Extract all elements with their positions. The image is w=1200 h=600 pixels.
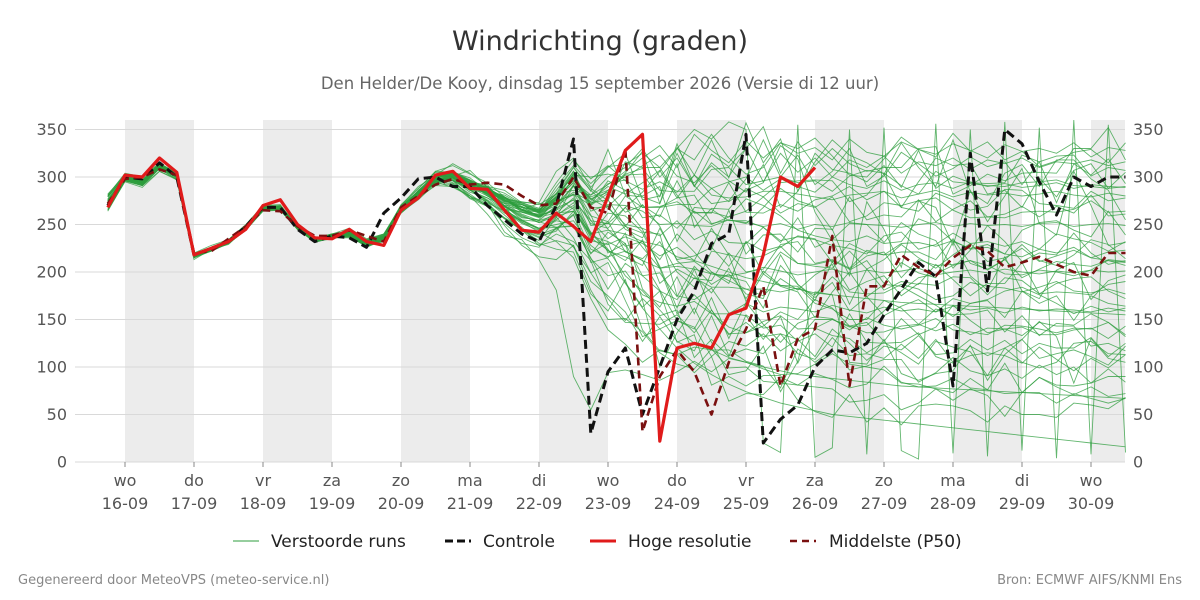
y-tick-right-100: 100 — [1133, 358, 1164, 377]
x-tick-date-8: 24-09 — [654, 494, 701, 513]
y-tick-left-250: 250 — [36, 215, 67, 234]
x-tick-date-4: 20-09 — [378, 494, 425, 513]
x-tick-day-0: wo — [114, 471, 137, 490]
x-tick-date-2: 18-09 — [240, 494, 287, 513]
y-axis-right: 0 50 100 150 200 250 300 350 — [1133, 120, 1164, 472]
x-tick-day-14: wo — [1080, 471, 1103, 490]
y-tick-left-300: 300 — [36, 168, 67, 187]
chart-title: Windrichting (graden) — [452, 26, 748, 57]
legend-label-control: Controle — [483, 532, 555, 552]
legend-label-members: Verstoorde runs — [271, 532, 406, 552]
x-tick-day-5: ma — [457, 471, 482, 490]
x-axis: wo 16-09 do 17-09 vr 18-09 za 19-09 zo 20-09 ma 21-… — [102, 462, 1115, 513]
x-tick-date-13: 29-09 — [999, 494, 1046, 513]
x-tick-day-4: zo — [392, 471, 410, 490]
x-tick-day-7: wo — [597, 471, 620, 490]
x-tick-day-8: do — [667, 471, 687, 490]
y-tick-right-350: 350 — [1133, 120, 1164, 139]
x-tick-date-6: 22-09 — [516, 494, 563, 513]
main-series — [106, 128, 1126, 445]
member-line-31 — [107, 138, 1126, 257]
y-tick-right-50: 50 — [1133, 405, 1153, 424]
x-tick-date-0: 16-09 — [102, 494, 149, 513]
x-tick-date-10: 26-09 — [792, 494, 839, 513]
x-tick-day-11: zo — [875, 471, 893, 490]
high-resolution-line — [106, 132, 817, 443]
y-tick-left-50: 50 — [47, 405, 67, 424]
x-tick-day-2: vr — [255, 471, 271, 490]
y-tick-left-200: 200 — [36, 263, 67, 282]
member-line-47 — [107, 165, 1126, 256]
x-tick-date-9: 25-09 — [723, 494, 770, 513]
member-line-3 — [107, 144, 1126, 278]
y-tick-right-250: 250 — [1133, 215, 1164, 234]
x-tick-day-13: di — [1015, 471, 1030, 490]
x-tick-date-12: 28-09 — [930, 494, 977, 513]
x-tick-day-9: vr — [738, 471, 754, 490]
x-tick-day-1: do — [184, 471, 204, 490]
footer-generated-by: Gegenereerd door MeteoVPS (meteo-service… — [18, 573, 330, 588]
legend-label-high-resolution: Hoge resolutie — [628, 532, 752, 552]
x-tick-date-5: 21-09 — [447, 494, 494, 513]
median-line — [106, 147, 1126, 433]
x-tick-day-3: za — [323, 471, 341, 490]
y-tick-left-150: 150 — [36, 310, 67, 329]
y-tick-right-200: 200 — [1133, 263, 1164, 282]
y-axis-left: 0 50 100 150 200 250 300 350 — [36, 120, 67, 472]
x-tick-date-3: 19-09 — [309, 494, 356, 513]
legend-label-median: Middelste (P50) — [829, 532, 962, 552]
x-tick-day-12: ma — [940, 471, 965, 490]
y-tick-right-150: 150 — [1133, 310, 1164, 329]
y-tick-left-350: 350 — [36, 120, 67, 139]
x-tick-day-6: di — [532, 471, 547, 490]
y-tick-right-0: 0 — [1133, 453, 1143, 472]
footer-source: Bron: ECMWF AIFS/KNMI Ens — [997, 573, 1182, 588]
member-line-50 — [107, 166, 1126, 448]
control-line — [106, 128, 1126, 445]
legend: Verstoorde runs Controle Hoge resolutie … — [233, 532, 962, 552]
x-tick-date-11: 27-09 — [861, 494, 908, 513]
chart-subtitle: Den Helder/De Kooy, dinsdag 15 september… — [321, 74, 879, 93]
shade-band-1 — [263, 120, 332, 462]
x-tick-date-14: 30-09 — [1068, 494, 1115, 513]
y-tick-left-0: 0 — [57, 453, 67, 472]
x-tick-date-7: 23-09 — [585, 494, 632, 513]
x-tick-day-10: za — [806, 471, 824, 490]
y-tick-left-100: 100 — [36, 358, 67, 377]
x-tick-date-1: 17-09 — [171, 494, 218, 513]
y-tick-right-300: 300 — [1133, 168, 1164, 187]
